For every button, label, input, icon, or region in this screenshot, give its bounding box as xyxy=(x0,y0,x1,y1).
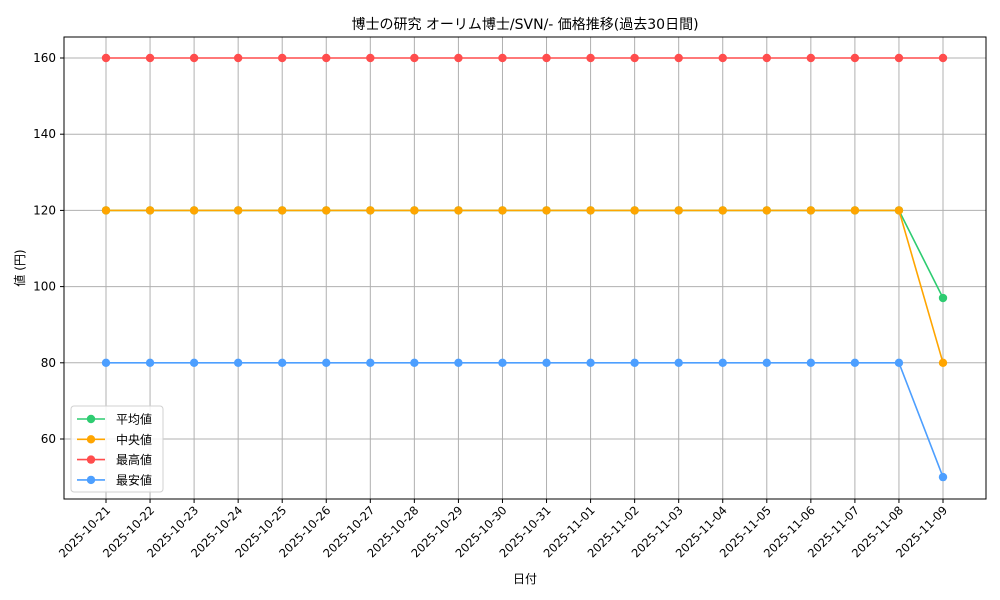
chart-title: 博士の研究 オーリム博士/SVN/- 価格推移(過去30日間) xyxy=(351,16,698,33)
data-point xyxy=(454,206,463,215)
data-point xyxy=(806,358,816,367)
legend-label: 平均値 xyxy=(116,412,152,427)
data-point xyxy=(894,53,904,63)
data-point xyxy=(101,358,111,367)
data-point xyxy=(718,53,727,63)
data-point xyxy=(718,206,727,215)
x-axis-label: 日付 xyxy=(513,572,537,586)
data-point xyxy=(101,53,111,63)
data-point xyxy=(806,53,816,63)
legend-label: 最安値 xyxy=(116,472,152,487)
data-point xyxy=(938,472,948,482)
data-point xyxy=(586,206,595,215)
y-tick-label: 80 xyxy=(41,356,56,370)
legend-label: 最高値 xyxy=(116,452,152,467)
data-point xyxy=(894,206,904,215)
data-point xyxy=(454,358,463,367)
y-tick-label: 160 xyxy=(33,51,56,65)
data-point xyxy=(189,358,199,367)
legend-marker xyxy=(86,414,96,424)
data-point xyxy=(322,53,331,63)
data-point xyxy=(410,53,419,63)
data-point xyxy=(718,358,727,367)
data-point xyxy=(322,206,331,215)
data-point xyxy=(806,206,816,215)
legend-marker xyxy=(86,455,96,464)
data-point xyxy=(674,206,683,215)
data-point xyxy=(189,206,199,215)
data-point xyxy=(498,358,507,367)
data-point xyxy=(278,206,287,215)
y-axis-label: 値 (円) xyxy=(12,249,27,286)
plot-area-frame xyxy=(63,36,987,500)
data-point xyxy=(322,358,331,367)
series-line xyxy=(106,361,944,478)
data-point xyxy=(762,206,771,215)
y-tick-label: 140 xyxy=(33,127,56,141)
data-point xyxy=(630,206,639,215)
data-point xyxy=(278,53,287,63)
data-point xyxy=(630,358,639,367)
legend-label: 中央値 xyxy=(116,432,152,447)
data-point xyxy=(586,53,595,63)
data-point xyxy=(630,53,639,63)
data-point xyxy=(542,358,551,367)
data-point xyxy=(586,358,595,367)
data-point xyxy=(938,358,948,367)
data-point xyxy=(278,358,287,367)
data-point xyxy=(938,293,948,303)
data-point xyxy=(674,53,683,63)
legend-marker xyxy=(86,435,96,444)
data-point xyxy=(366,206,375,215)
data-point xyxy=(145,53,155,63)
data-point xyxy=(498,53,507,63)
data-point xyxy=(850,206,860,215)
data-point xyxy=(410,358,419,367)
data-point xyxy=(145,358,155,367)
data-point xyxy=(366,358,375,367)
data-point xyxy=(233,358,243,367)
series-line xyxy=(106,209,944,299)
data-point xyxy=(762,358,771,367)
data-point xyxy=(762,53,771,63)
series-line xyxy=(106,209,944,364)
y-tick-label: 60 xyxy=(41,432,56,446)
legend-box xyxy=(70,405,164,493)
data-point xyxy=(410,206,419,215)
data-point xyxy=(894,358,904,367)
data-point xyxy=(850,358,860,367)
data-point xyxy=(542,53,551,63)
y-axis-ticks: 60 80 100 120 140 160 xyxy=(33,51,64,446)
y-tick-label: 120 xyxy=(33,203,56,217)
data-point xyxy=(542,206,551,215)
data-point xyxy=(366,53,375,63)
data-point xyxy=(674,358,683,367)
x-axis-ticks: 2025-10-212025-10-222025-10-232025-10-24… xyxy=(56,499,950,560)
data-point xyxy=(850,53,860,63)
data-point xyxy=(145,206,155,215)
y-tick-label: 100 xyxy=(33,280,56,294)
legend-marker xyxy=(86,475,96,485)
data-point xyxy=(498,206,507,215)
data-point xyxy=(454,53,463,63)
series-lines xyxy=(101,53,948,482)
data-point xyxy=(189,53,199,63)
data-point xyxy=(101,206,111,215)
data-point xyxy=(233,206,243,215)
grid-lines xyxy=(64,37,986,499)
data-point xyxy=(938,53,948,63)
data-point xyxy=(233,53,243,63)
